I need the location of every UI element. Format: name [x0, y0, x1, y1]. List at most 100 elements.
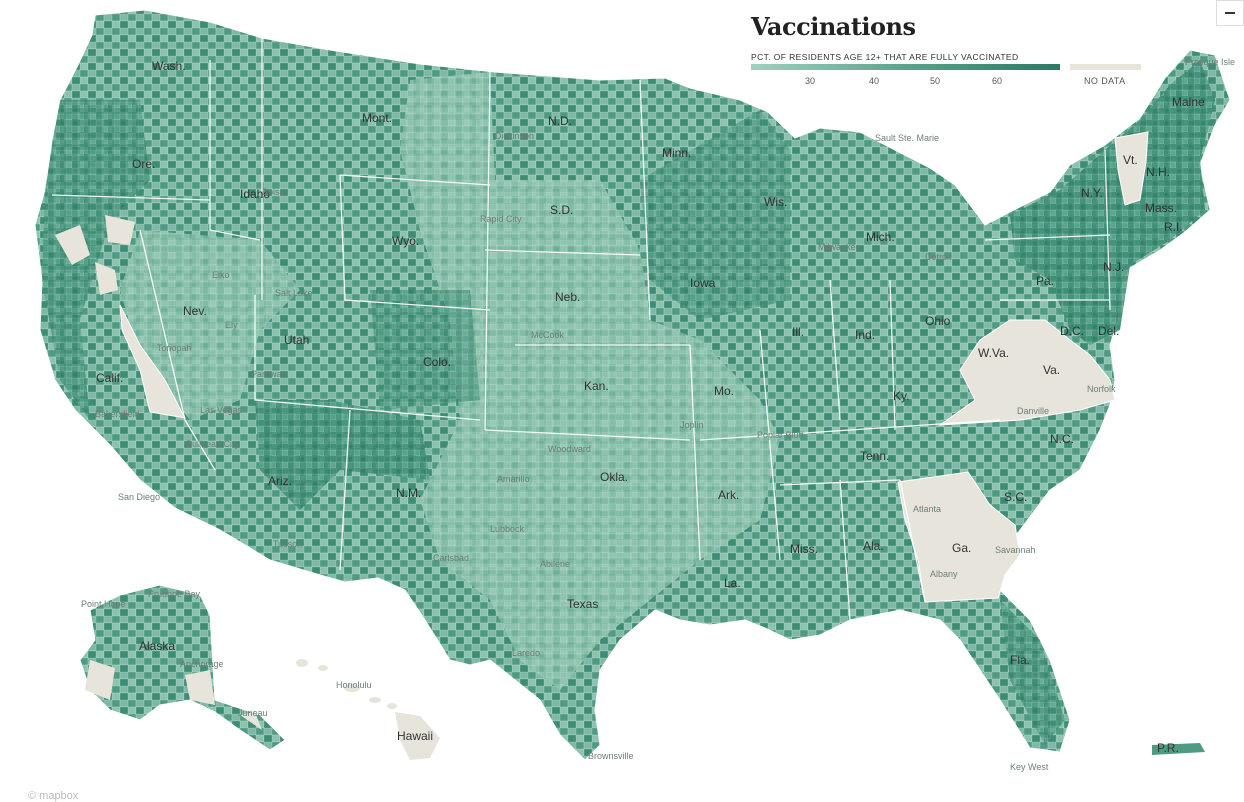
state-label: Hawaii — [397, 729, 433, 743]
state-label: Alaska — [139, 639, 175, 653]
legend-tick: 30 — [805, 76, 816, 86]
west-lighter-region — [120, 230, 300, 420]
puerto-rico-shape — [1152, 743, 1205, 755]
state-label: Miss. — [790, 542, 818, 556]
alaska-no-data — [85, 660, 115, 700]
city-label: Prudhoe Bay — [148, 589, 201, 599]
state-label: N.Y. — [1081, 186, 1103, 200]
state-label: P.R. — [1157, 741, 1179, 755]
city-label: Presque Isle — [1185, 57, 1235, 67]
state-label: Ga. — [952, 541, 971, 555]
legend-title: Vaccinations — [751, 12, 916, 41]
no-data-reno — [95, 262, 118, 295]
state-label: Okla. — [600, 470, 628, 484]
city-label: Rapid City — [480, 214, 522, 224]
city-label: McCook — [531, 330, 565, 340]
florida-darker-region — [1000, 600, 1065, 745]
city-label: Albany — [930, 569, 958, 579]
mapbox-attribution[interactable]: © mapbox — [28, 790, 79, 802]
plains-lighter-region — [400, 72, 780, 690]
no-data-nevada-north — [105, 215, 135, 245]
state-label: Utah — [284, 333, 309, 347]
city-label: Parowan — [251, 369, 287, 379]
state-label: R.I. — [1164, 220, 1183, 234]
zoom-out-button[interactable] — [1216, 0, 1244, 26]
hawaii-islands — [296, 659, 440, 760]
state-label: W.Va. — [978, 346, 1009, 360]
state-label: Texas — [567, 597, 598, 611]
city-label: Brownsville — [588, 751, 634, 761]
city-label: Juneau — [238, 708, 268, 718]
state-label: Vt. — [1123, 153, 1138, 167]
state-label: La. — [724, 576, 741, 590]
state-label: Idaho — [240, 187, 270, 201]
city-label: Bakersfield — [95, 409, 140, 419]
state-label: Wash. — [152, 59, 186, 73]
state-label: Wyo. — [392, 234, 419, 248]
state-label: S.D. — [550, 203, 573, 217]
minnesota-iowa-darker-region — [640, 110, 790, 320]
state-borders — [51, 38, 1111, 621]
state-label: Kan. — [584, 379, 609, 393]
state-label: Mich. — [866, 230, 895, 244]
legend-tick: 60 — [992, 76, 1003, 86]
city-label: Carlsbad — [433, 553, 469, 563]
state-label: S.C. — [1004, 490, 1027, 504]
city-label: Anchorage — [180, 659, 224, 669]
city-label: Tonopah — [157, 343, 192, 353]
city-label: Salt Lake — [275, 288, 313, 298]
city-label: Elko — [212, 270, 230, 280]
city-label: Ely — [225, 320, 238, 330]
legend-no-data-label: NO DATA — [1084, 76, 1126, 86]
state-label: Neb. — [555, 290, 580, 304]
state-label: N.J. — [1103, 260, 1124, 274]
state-label: N.C. — [1050, 432, 1074, 446]
legend-color-scale — [751, 64, 1060, 70]
state-label: Fla. — [1010, 653, 1030, 667]
city-label: Woodward — [548, 444, 591, 454]
state-label: Ind. — [855, 328, 875, 342]
alaska-no-data-3 — [240, 712, 262, 730]
state-label: Del. — [1098, 324, 1119, 338]
state-label: Wis. — [764, 195, 787, 209]
state-label: Ore. — [132, 157, 155, 171]
city-label: Joplin — [680, 420, 704, 430]
state-label: Minn. — [662, 146, 691, 160]
state-label: Mass. — [1145, 201, 1177, 215]
city-label: Key West — [1010, 762, 1049, 772]
city-label: Danville — [1017, 406, 1049, 416]
city-label: Atlanta — [913, 504, 941, 514]
state-label: Ark. — [718, 488, 739, 502]
state-label: Pa. — [1036, 274, 1054, 288]
minus-icon — [1225, 12, 1235, 14]
southwest-darker-region — [255, 400, 430, 510]
no-data-vermont — [1114, 131, 1149, 206]
state-label: Colo. — [423, 355, 451, 369]
legend-tick: 40 — [869, 76, 880, 86]
city-label: Savannah — [995, 545, 1036, 555]
state-label: Ala. — [863, 539, 884, 553]
city-label: Norfolk — [1087, 384, 1116, 394]
city-label: Sault Ste. Marie — [875, 133, 939, 143]
city-label: Amarillo — [497, 474, 530, 484]
west-coast-darker-region — [42, 100, 150, 420]
state-label: Ariz. — [268, 474, 292, 488]
state-label: Ky. — [893, 389, 909, 403]
state-label: N.H. — [1146, 165, 1170, 179]
state-label: Tenn. — [860, 449, 889, 463]
alaska-no-data-2 — [185, 670, 215, 705]
city-label: Laredo — [512, 648, 540, 658]
city-label: Point Hope — [81, 599, 126, 609]
city-label: Poplar Bluff — [757, 430, 804, 440]
city-label: Tucson — [273, 539, 302, 549]
legend-subtitle: PCT. OF RESIDENTS AGE 12+ THAT ARE FULLY… — [751, 52, 1019, 62]
state-label: Nev. — [183, 304, 207, 318]
city-label: Milwaukee — [818, 242, 861, 252]
state-label: Ill. — [792, 325, 804, 339]
city-label: Abilene — [540, 559, 570, 569]
no-data-virginia-wva — [938, 319, 1116, 426]
state-label: N.M. — [396, 486, 421, 500]
state-label: Mo. — [714, 384, 734, 398]
legend: Vaccinations PCT. OF RESIDENTS AGE 12+ T… — [751, 12, 1151, 86]
